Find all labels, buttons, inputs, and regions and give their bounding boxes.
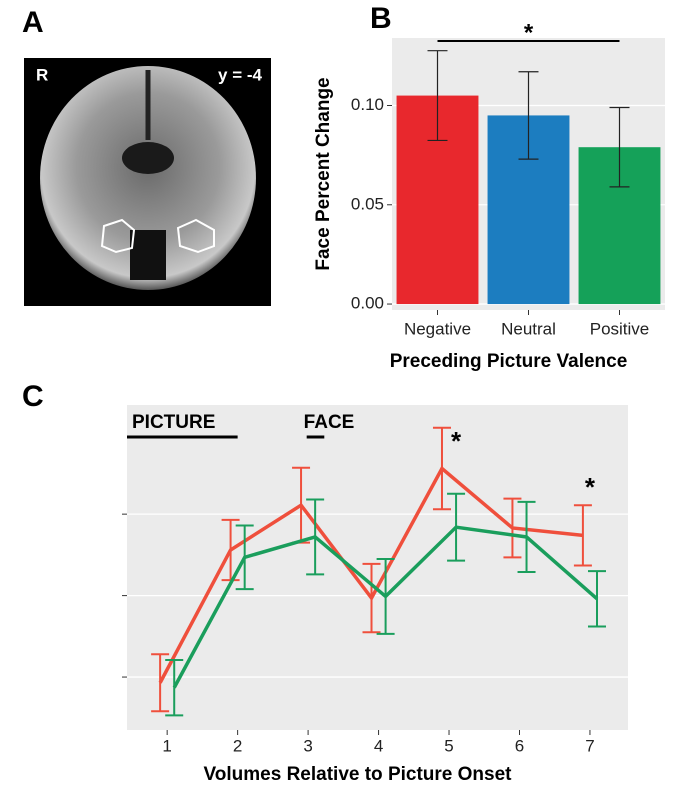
x-tick-label: 2 (233, 736, 242, 755)
brainstem-gap (130, 230, 166, 280)
error-bar (517, 500, 536, 573)
significance-star: * (451, 426, 462, 456)
error-bar (432, 426, 451, 511)
roi-outline (176, 218, 215, 254)
x-tick-label: Positive (590, 319, 650, 338)
significance-star: * (585, 472, 596, 502)
error-bar (573, 504, 592, 567)
plot-background (127, 405, 628, 730)
roi-outline (100, 218, 136, 254)
error-bar (165, 658, 184, 717)
x-tick-label: Negative (404, 319, 471, 338)
x-tick-label: 5 (444, 736, 453, 755)
x-tick-label: Neutral (501, 319, 556, 338)
error-bar (306, 498, 325, 576)
error-bar (447, 492, 466, 562)
x-tick-label: 1 (162, 736, 171, 755)
panel-label: B (370, 2, 392, 35)
significance-star: * (524, 19, 534, 46)
error-bar (518, 71, 539, 160)
brain-image: R y = -4 (24, 58, 271, 306)
y-tick-label: 0.10 (351, 95, 384, 114)
period-label: PICTURE (132, 412, 215, 433)
x-tick-label: 4 (374, 736, 383, 755)
panel-label: A (22, 6, 44, 39)
error-bar (235, 524, 254, 591)
error-bar (151, 653, 170, 713)
error-bar (362, 562, 381, 634)
error-bar (609, 106, 630, 188)
error-bar (587, 570, 606, 628)
period-label: FACE (304, 412, 355, 433)
y-tick-label: 0.00 (351, 294, 384, 313)
x-tick-label: 3 (303, 736, 312, 755)
x-axis-title: Volumes Relative to Picture Onset (204, 764, 513, 785)
image-label: y = -4 (218, 65, 262, 84)
x-tick-label: 6 (515, 736, 524, 755)
x-tick-label: 7 (585, 736, 594, 755)
panel-label: C (22, 380, 44, 413)
y-tick-label: 0.05 (351, 194, 384, 213)
ventricles (122, 142, 174, 174)
x-axis-title: Preceding Picture Valence (390, 351, 628, 372)
error-bar (503, 497, 522, 559)
error-bar (376, 557, 395, 635)
y-axis-title: Face Percent Change (313, 77, 334, 270)
error-bar (427, 50, 448, 142)
brain-slice (40, 66, 256, 290)
image-label: R (36, 65, 48, 84)
